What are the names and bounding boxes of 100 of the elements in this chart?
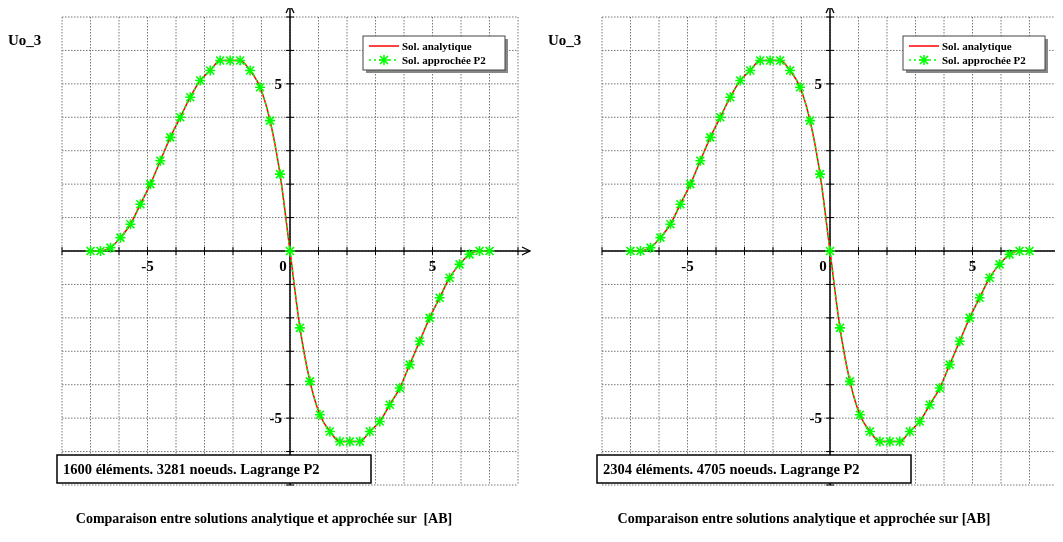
point [824, 245, 836, 257]
point [344, 435, 356, 448]
point [453, 258, 466, 271]
point [724, 91, 737, 104]
point [834, 322, 846, 334]
point [104, 241, 117, 254]
point [674, 198, 687, 210]
point [284, 245, 296, 257]
point [154, 154, 167, 167]
legend-label: Sol. analytique [402, 40, 472, 52]
point [714, 111, 727, 124]
point [134, 198, 147, 210]
point [904, 425, 916, 438]
point [884, 435, 896, 448]
point [844, 375, 856, 388]
point [184, 91, 197, 104]
point [224, 54, 236, 67]
point [704, 131, 717, 144]
point [913, 415, 926, 428]
point [483, 245, 496, 257]
point [923, 398, 936, 411]
point [634, 245, 647, 257]
point [993, 258, 1006, 271]
point [734, 74, 747, 87]
point [174, 111, 187, 124]
point [1023, 245, 1036, 257]
point [894, 435, 906, 448]
point [144, 178, 157, 190]
point [963, 312, 976, 324]
point [433, 292, 446, 304]
point [443, 271, 456, 284]
y-axis-title: Uo_3 [8, 32, 42, 48]
point [124, 218, 137, 231]
point [473, 245, 486, 257]
x-tick-label: -5 [141, 258, 154, 274]
point [393, 382, 406, 394]
point [264, 114, 276, 127]
point [784, 64, 796, 77]
point [664, 218, 677, 231]
point [654, 231, 667, 244]
point [864, 425, 876, 438]
y-axis-title: Uo_3 [548, 32, 582, 48]
point [774, 54, 786, 67]
point [1003, 248, 1016, 261]
text-box: 1600 éléments. 3281 noeuds. Lagrange P2 [56, 454, 372, 484]
x-tick-label: -5 [681, 258, 694, 274]
point [373, 415, 386, 428]
point [194, 74, 207, 87]
legend-label: Sol. approchée P2 [402, 54, 487, 66]
point [684, 178, 697, 190]
point [624, 245, 637, 257]
x-tick-label: 0 [279, 258, 287, 274]
point [1013, 245, 1026, 257]
point [953, 335, 966, 348]
point [413, 335, 426, 348]
x-tick-label: 5 [428, 258, 437, 274]
point [244, 64, 256, 77]
annotation: 1600 éléments. 3281 noeuds. Lagrange P2 [63, 461, 320, 477]
point [314, 409, 326, 421]
point [644, 241, 657, 254]
point [694, 154, 707, 167]
text-box: 2304 éléments. 4705 noeuds. Lagrange P2 [596, 454, 912, 484]
point [204, 64, 216, 77]
point [84, 245, 97, 257]
point [364, 425, 376, 438]
x-tick-label: 5 [968, 258, 977, 274]
point [933, 382, 946, 394]
legend-label: Sol. approchée P2 [942, 54, 1027, 66]
text: Comparaison entre solutions analytique et approchée sur [AB] [75, 511, 453, 526]
point [744, 64, 756, 77]
point [334, 435, 346, 448]
point [874, 435, 886, 448]
point [214, 54, 226, 67]
point [943, 358, 956, 371]
point [983, 271, 996, 284]
point [324, 425, 336, 438]
point [294, 322, 306, 334]
point [764, 54, 776, 67]
point [304, 375, 316, 388]
point [973, 292, 986, 304]
point [383, 398, 396, 411]
point [814, 168, 826, 180]
legend-label: Sol. analytique [942, 40, 1012, 52]
annotation: 2304 éléments. 4705 noeuds. Lagrange P2 [603, 461, 860, 477]
point [274, 168, 286, 180]
point [164, 131, 177, 144]
point [794, 81, 806, 93]
x-tick-label: 0 [819, 258, 827, 274]
point [354, 435, 366, 448]
point [854, 409, 866, 421]
point [254, 81, 266, 93]
point [463, 248, 476, 261]
point [423, 312, 436, 324]
point [94, 245, 107, 257]
text: Comparaison entre solutions analytique et approchée sur [AB] [617, 511, 991, 526]
point [234, 54, 246, 67]
point [403, 358, 416, 371]
point [804, 114, 816, 127]
point [754, 54, 766, 67]
point [114, 231, 127, 244]
